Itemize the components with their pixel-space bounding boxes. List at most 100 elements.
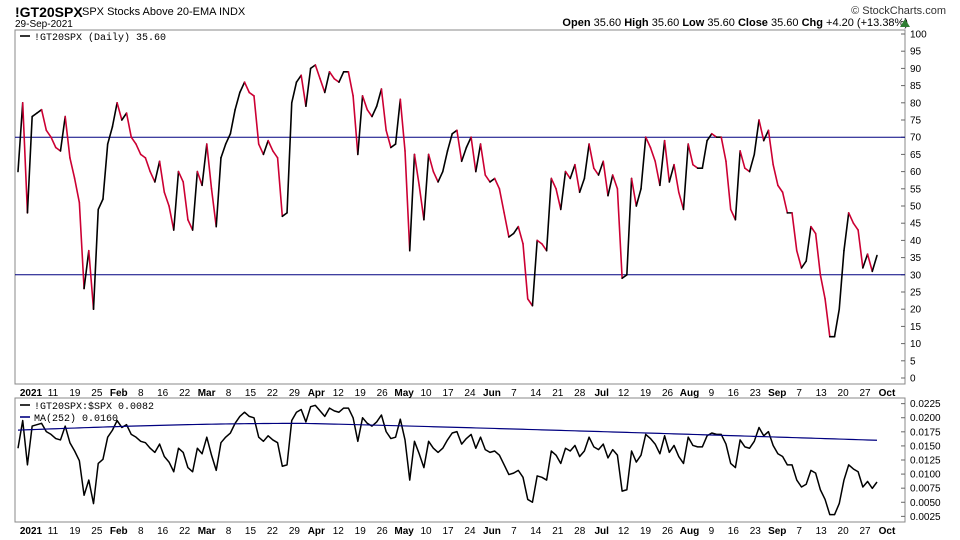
ma-legend-label: MA(252) 0.0160 xyxy=(34,413,118,425)
series-segment xyxy=(531,239,538,307)
ratio-x-tick-label: 29 xyxy=(289,526,301,537)
ratio-x-tick-label: 19 xyxy=(355,526,367,537)
series-segment xyxy=(31,112,38,118)
ratio-legend-label: !GT20SPX:$SPX 0.0082 xyxy=(34,401,154,413)
ratio-x-tick-label: May xyxy=(394,526,414,537)
main-x-tick-label: 22 xyxy=(267,388,279,399)
series-segment xyxy=(78,201,85,290)
series-segment xyxy=(659,139,666,187)
series-segment xyxy=(767,129,774,166)
ratio-y-tick-label: 0.0150 xyxy=(910,441,941,452)
main-x-tick-label: 19 xyxy=(69,388,81,399)
series-segment xyxy=(781,191,789,214)
series-segment xyxy=(45,129,52,138)
main-y-tick-label: 0 xyxy=(910,374,916,385)
series-segment xyxy=(272,150,279,159)
main-x-tick-label: 19 xyxy=(355,388,367,399)
series-segment xyxy=(116,102,123,121)
series-segment xyxy=(328,71,336,80)
series-segment xyxy=(220,143,227,159)
series-segment xyxy=(852,222,859,231)
ratio-x-tick-label: 24 xyxy=(464,526,476,537)
series-segment xyxy=(21,102,29,214)
chg-value: +4.20 (+13.38%) xyxy=(826,17,908,29)
ratio-x-tick-label: 7 xyxy=(511,526,517,537)
main-x-tick-label: 22 xyxy=(179,388,191,399)
series-segment xyxy=(163,191,170,207)
series-segment xyxy=(559,170,567,211)
series-segment xyxy=(305,67,312,108)
main-legend-label: !GT20SPX (Daily) 35.60 xyxy=(34,32,166,44)
series-segment xyxy=(475,143,482,173)
series-segment xyxy=(470,136,477,173)
series-segment xyxy=(290,81,298,104)
series-segment xyxy=(239,81,246,94)
main-y-tick-label: 40 xyxy=(910,236,922,247)
series-segment xyxy=(408,153,416,252)
main-x-tick-label: 14 xyxy=(530,388,542,399)
ratio-panel-frame xyxy=(14,397,906,523)
series-segment xyxy=(97,198,104,211)
series-segment xyxy=(824,298,831,338)
main-x-tick-label: 16 xyxy=(157,388,169,399)
series-segment xyxy=(87,249,95,311)
series-segment xyxy=(92,208,100,311)
series-segment xyxy=(423,153,430,221)
series-segment xyxy=(805,225,812,262)
ratio-x-tick-label: 10 xyxy=(421,526,433,537)
main-x-tick-label: 26 xyxy=(662,388,674,399)
series-segment xyxy=(196,170,203,187)
main-y-tick-label: 65 xyxy=(910,150,922,161)
series-segment xyxy=(154,160,161,183)
series-segment xyxy=(168,205,175,231)
brand-label[interactable]: © StockCharts.com xyxy=(851,5,946,17)
series-segment xyxy=(404,150,411,252)
main-x-tick-label: 17 xyxy=(442,388,454,399)
series-segment xyxy=(390,143,397,149)
series-segment xyxy=(479,143,487,176)
series-segment xyxy=(687,143,694,166)
series-segment xyxy=(243,81,251,94)
ratio-x-tick-label: 16 xyxy=(157,526,169,537)
series-segment xyxy=(17,102,24,173)
ratio-x-tick-label: 22 xyxy=(179,526,191,537)
series-segment xyxy=(654,160,661,187)
ratio-x-tick-label: 28 xyxy=(574,526,586,537)
ratio-series-line xyxy=(17,404,878,516)
series-segment xyxy=(187,218,194,231)
series-segment xyxy=(69,157,76,180)
series-segment xyxy=(276,157,284,218)
series-segment xyxy=(73,177,81,204)
main-y-tick-label: 60 xyxy=(910,167,922,178)
up-arrow-icon xyxy=(900,19,910,27)
main-x-tick-label: Feb xyxy=(110,388,128,399)
main-x-tick-label: 26 xyxy=(377,388,389,399)
series-segment xyxy=(734,150,741,221)
series-segment xyxy=(644,136,652,149)
series-segment xyxy=(762,129,770,142)
main-x-tick-label: 10 xyxy=(421,388,433,399)
series-segment xyxy=(210,188,218,228)
ratio-y-tick-label: 0.0100 xyxy=(910,470,941,481)
main-x-tick-label: 28 xyxy=(574,388,586,399)
ratio-x-tick-label: 9 xyxy=(709,526,715,537)
low-label: Low xyxy=(682,17,705,29)
chart-description: SPX Stocks Above 20-EMA INDX xyxy=(82,6,246,18)
series-segment xyxy=(630,177,638,207)
series-segment xyxy=(281,212,288,218)
chart-date: 29-Sep-2021 xyxy=(15,19,73,30)
series-segment xyxy=(720,136,727,163)
ratio-y-tick-label: 0.0175 xyxy=(910,427,941,438)
chg-label: Chg xyxy=(801,17,823,29)
series-segment xyxy=(399,98,406,152)
main-y-tick-label: 70 xyxy=(910,133,922,144)
series-segment xyxy=(493,177,501,190)
main-x-tick-label: 16 xyxy=(728,388,740,399)
series-segment xyxy=(729,208,737,221)
main-y-tick-label: 10 xyxy=(910,339,922,350)
series-segment xyxy=(503,212,510,238)
close-value: 35.60 xyxy=(771,17,799,29)
ratio-x-tick-label: 22 xyxy=(267,526,279,537)
series-segment xyxy=(394,98,402,145)
main-x-tick-label: 20 xyxy=(838,388,850,399)
